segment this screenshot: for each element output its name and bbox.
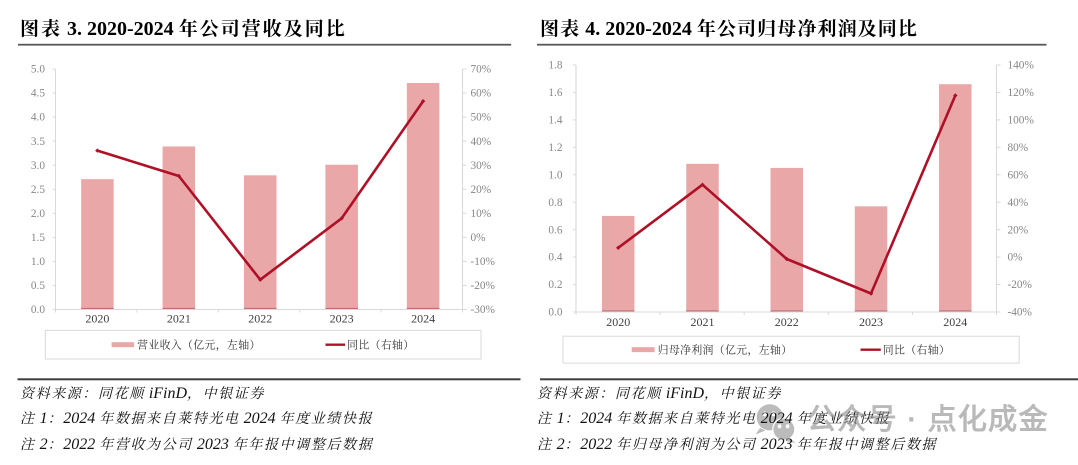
svg-text:1.0: 1.0 bbox=[31, 256, 45, 268]
svg-text:2022: 2022 bbox=[248, 312, 272, 326]
svg-text:4.0: 4.0 bbox=[31, 112, 45, 124]
svg-text:-20%: -20% bbox=[471, 280, 496, 292]
svg-text:30%: 30% bbox=[471, 160, 492, 172]
svg-text:2020: 2020 bbox=[606, 315, 630, 329]
svg-text:60%: 60% bbox=[471, 88, 492, 100]
svg-text:140%: 140% bbox=[1008, 60, 1035, 72]
svg-text:2.0: 2.0 bbox=[31, 208, 45, 220]
svg-text:0.2: 0.2 bbox=[548, 279, 562, 291]
svg-text:50%: 50% bbox=[471, 112, 492, 124]
svg-text:100%: 100% bbox=[1008, 114, 1035, 126]
svg-text:1.0: 1.0 bbox=[548, 169, 562, 181]
svg-text:1.5: 1.5 bbox=[31, 232, 45, 244]
svg-text:1.8: 1.8 bbox=[548, 60, 562, 72]
svg-text:2023: 2023 bbox=[330, 312, 354, 326]
svg-text:0.6: 0.6 bbox=[548, 224, 562, 236]
svg-text:2.5: 2.5 bbox=[31, 184, 45, 196]
svg-text:2021: 2021 bbox=[690, 315, 714, 329]
svg-text:同比（右轴）: 同比（右轴） bbox=[883, 343, 950, 357]
svg-text:120%: 120% bbox=[1008, 87, 1035, 99]
svg-text:70%: 70% bbox=[471, 64, 492, 76]
svg-text:0.8: 0.8 bbox=[548, 197, 562, 209]
svg-text:归母净利润（亿元，左轴）: 归母净利润（亿元，左轴） bbox=[658, 343, 793, 357]
svg-text:60%: 60% bbox=[1008, 169, 1029, 181]
svg-text:2024: 2024 bbox=[411, 312, 435, 326]
svg-text:2020: 2020 bbox=[85, 312, 109, 326]
svg-text:-20%: -20% bbox=[1008, 279, 1033, 291]
svg-text:0%: 0% bbox=[1008, 252, 1024, 264]
svg-text:-40%: -40% bbox=[1008, 307, 1033, 319]
svg-text:同比（右轴）: 同比（右轴） bbox=[347, 338, 414, 352]
svg-text:0.4: 0.4 bbox=[548, 252, 562, 264]
svg-text:0.5: 0.5 bbox=[31, 280, 45, 292]
svg-text:2022: 2022 bbox=[775, 315, 799, 329]
svg-text:3.0: 3.0 bbox=[31, 160, 45, 172]
svg-text:2021: 2021 bbox=[167, 312, 191, 326]
svg-text:0.0: 0.0 bbox=[31, 304, 45, 316]
svg-text:0%: 0% bbox=[471, 232, 487, 244]
svg-text:-10%: -10% bbox=[471, 256, 496, 268]
svg-text:20%: 20% bbox=[471, 184, 492, 196]
svg-text:3.5: 3.5 bbox=[31, 136, 45, 148]
svg-text:1.4: 1.4 bbox=[548, 114, 562, 126]
svg-text:1.6: 1.6 bbox=[548, 87, 562, 99]
svg-text:2024: 2024 bbox=[943, 315, 967, 329]
svg-text:10%: 10% bbox=[471, 208, 492, 220]
svg-text:80%: 80% bbox=[1008, 142, 1029, 154]
svg-text:20%: 20% bbox=[1008, 224, 1029, 236]
svg-text:2023: 2023 bbox=[859, 315, 883, 329]
svg-text:0.0: 0.0 bbox=[548, 307, 562, 319]
svg-text:5.0: 5.0 bbox=[31, 64, 45, 76]
svg-text:40%: 40% bbox=[471, 136, 492, 148]
svg-text:1.2: 1.2 bbox=[548, 142, 562, 154]
svg-text:40%: 40% bbox=[1008, 197, 1029, 209]
svg-text:-30%: -30% bbox=[471, 304, 496, 316]
svg-text:4.5: 4.5 bbox=[31, 88, 45, 100]
svg-text:营业收入（亿元，左轴）: 营业收入（亿元，左轴） bbox=[137, 338, 261, 352]
